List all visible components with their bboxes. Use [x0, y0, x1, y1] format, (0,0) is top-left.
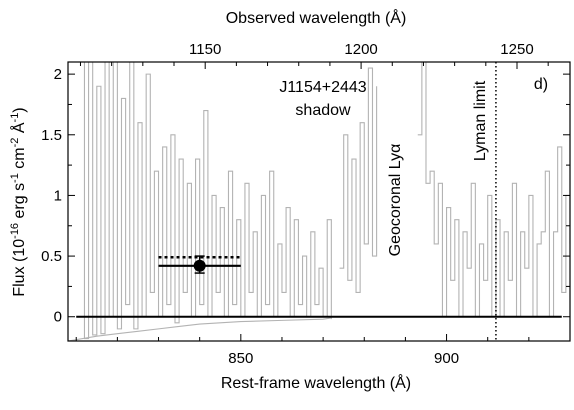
annotation-target-sub: shadow [295, 102, 351, 119]
bottom-axis-title: Rest-frame wavelength (Å) [221, 373, 411, 392]
top-x-tick-label: 1200 [344, 41, 377, 58]
y-tick-label: 0 [54, 309, 62, 326]
annotation-geocoronal: Geocoronal Lyα [387, 144, 404, 257]
axis-ticks: 850 900 1150 1200 1250 0 0.5 1 1.5 2 [41, 41, 571, 367]
panel-label: d) [534, 76, 548, 93]
y-axis-title: Flux (10-16 erg s-1 cm-2 Å-1) [9, 107, 28, 296]
top-x-tick-label: 1150 [189, 41, 221, 58]
spectrum-segment-0-0 [76, 62, 332, 340]
x-tick-label: 900 [434, 350, 459, 367]
annotation-lyman-limit: Lyman limit [472, 80, 489, 161]
y-tick-label: 2 [54, 66, 62, 83]
annotation-target: J1154+2443 [279, 79, 366, 96]
noise-envelope [68, 317, 332, 341]
measurement-layer [158, 255, 241, 274]
top-x-tick-label: 1250 [500, 41, 533, 58]
measurement-point [193, 259, 206, 272]
y-tick-label: 1 [54, 187, 62, 204]
spectrum-segment-0-2 [417, 62, 570, 318]
plot-frame [67, 61, 571, 342]
spectrum-segment-0-1 [339, 67, 378, 294]
reference-lines [76, 62, 562, 341]
top-axis-title: Observed wavelength (Å) [226, 8, 407, 27]
noise-envelope-line [68, 317, 332, 341]
y-tick-label: 0.5 [41, 248, 62, 265]
x-tick-label: 850 [228, 350, 253, 367]
y-tick-label: 1.5 [41, 127, 62, 144]
